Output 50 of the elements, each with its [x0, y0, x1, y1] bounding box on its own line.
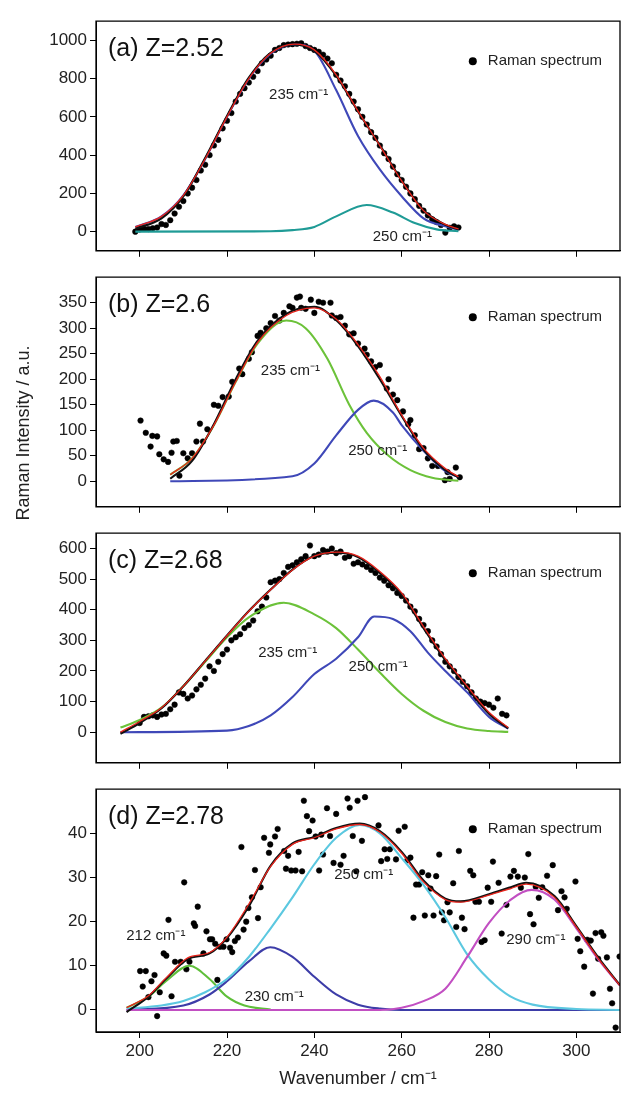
- y-tick-label: 0: [77, 721, 87, 741]
- legend-label: Raman spectrum: [487, 563, 603, 581]
- y-tick-label: 200: [58, 660, 87, 680]
- text: (b) Z=2.6: [108, 289, 211, 318]
- annotation: 235 cm⁻¹: [269, 84, 329, 102]
- x-tick-label: 280: [474, 1040, 504, 1060]
- x-axis-title: Wavenumber / cm⁻¹: [279, 1068, 437, 1089]
- y-tick-label: 350: [58, 292, 87, 312]
- y-tick-label: 100: [58, 691, 87, 711]
- y-tick-label: 600: [58, 106, 87, 126]
- y-tick-label: 1000: [49, 30, 87, 50]
- y-tick-label: 50: [68, 445, 87, 465]
- annotation: 212 cm⁻¹: [126, 925, 186, 943]
- legend-label: Raman spectrum: [487, 307, 603, 325]
- legend-label: Raman spectrum: [487, 819, 603, 837]
- text: (c) Z=2.68: [108, 545, 223, 574]
- y-tick-label: 600: [58, 538, 87, 558]
- x-tick-label: 240: [300, 1040, 329, 1060]
- y-tick-label: 500: [58, 568, 87, 588]
- y-tick-label: 0: [77, 470, 87, 490]
- y-axis-title: Raman Intensity / a.u.: [12, 345, 34, 521]
- y-tick-label: 200: [58, 368, 87, 388]
- annotation: 290 cm⁻¹: [506, 929, 566, 947]
- y-tick-label: 10: [68, 955, 87, 975]
- annotation: 250 cm⁻¹: [372, 226, 432, 244]
- x-tick-label: 260: [387, 1040, 416, 1060]
- y-tick-label: 40: [68, 823, 87, 843]
- annotation: 235 cm⁻¹: [260, 360, 320, 378]
- y-tick-label: 20: [68, 911, 87, 931]
- y-tick-label: 0: [77, 999, 87, 1019]
- annotation: 235 cm⁻¹: [258, 642, 318, 660]
- y-tick-label: 300: [58, 630, 87, 650]
- y-tick-label: 300: [58, 317, 87, 337]
- y-tick-label: 200: [58, 183, 87, 203]
- y-tick-label: 400: [58, 144, 87, 164]
- y-tick-label: 150: [58, 394, 87, 414]
- x-tick-label: 200: [125, 1040, 154, 1060]
- y-tick-label: 800: [58, 68, 87, 88]
- legend-label: Raman spectrum: [487, 51, 603, 69]
- x-tick-label: 220: [212, 1040, 242, 1060]
- text: (a) Z=2.52: [108, 33, 225, 62]
- annotation: 230 cm⁻¹: [244, 987, 304, 1005]
- x-tick-label: 300: [562, 1040, 591, 1060]
- y-tick-label: 100: [58, 419, 87, 439]
- y-tick-label: 0: [77, 221, 87, 241]
- y-tick-label: 250: [58, 343, 87, 363]
- y-tick-label: 400: [58, 599, 87, 619]
- text: (d) Z=2.78: [108, 801, 225, 830]
- y-tick-label: 30: [68, 867, 87, 887]
- annotation: 250 cm⁻¹: [348, 656, 408, 674]
